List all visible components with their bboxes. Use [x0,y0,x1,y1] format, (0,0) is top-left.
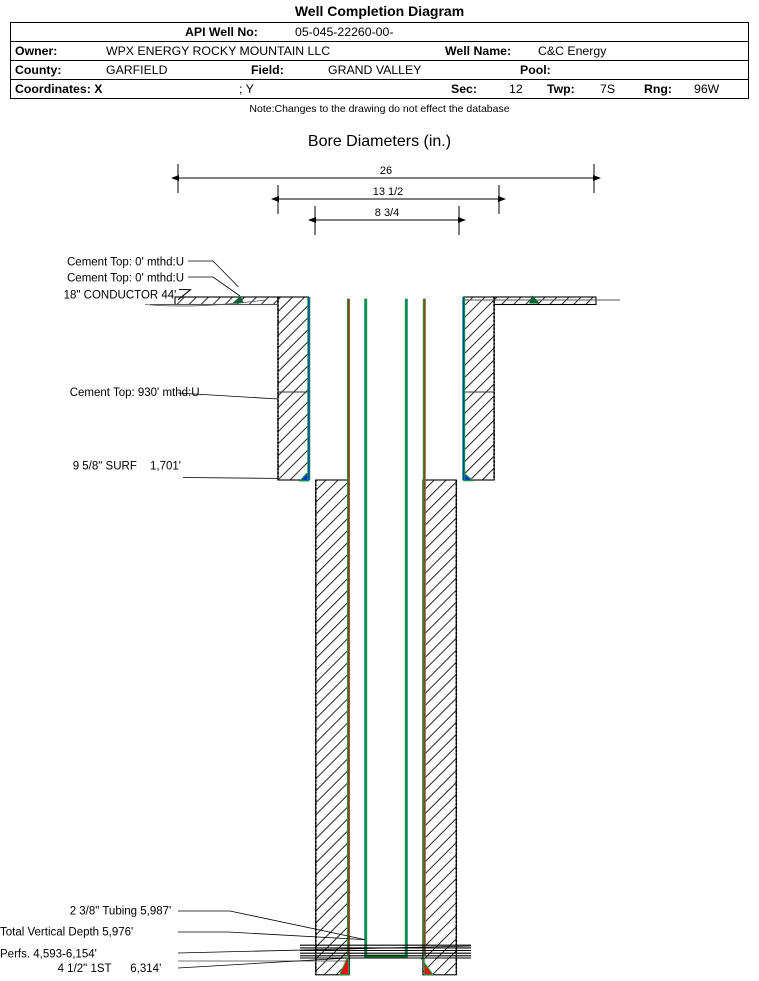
svg-text:8 3/4: 8 3/4 [375,207,399,219]
svg-text:4 1/2" 1ST: 4 1/2" 1ST [58,963,112,975]
svg-text:18" CONDUCTOR 44': 18" CONDUCTOR 44' [64,290,177,302]
svg-text:6,314': 6,314' [130,963,161,975]
svg-text:Total Vertical Depth 5,976': Total Vertical Depth 5,976' [0,927,133,939]
svg-text:13 1/2: 13 1/2 [373,186,404,198]
svg-text:Cement Top: 0' mthd:U: Cement Top: 0' mthd:U [67,272,184,284]
svg-text:Perfs. 4,593-6,154': Perfs. 4,593-6,154' [0,948,97,960]
svg-text:1,701': 1,701' [150,461,181,473]
svg-text:Cement Top: 0' mthd:U: Cement Top: 0' mthd:U [67,257,184,269]
svg-text:9 5/8" SURF: 9 5/8" SURF [73,461,137,473]
svg-text:26: 26 [380,165,392,177]
svg-text:Bore Diameters (in.): Bore Diameters (in.) [308,133,451,150]
svg-text:2 3/8" Tubing 5,987': 2 3/8" Tubing 5,987' [70,906,172,918]
